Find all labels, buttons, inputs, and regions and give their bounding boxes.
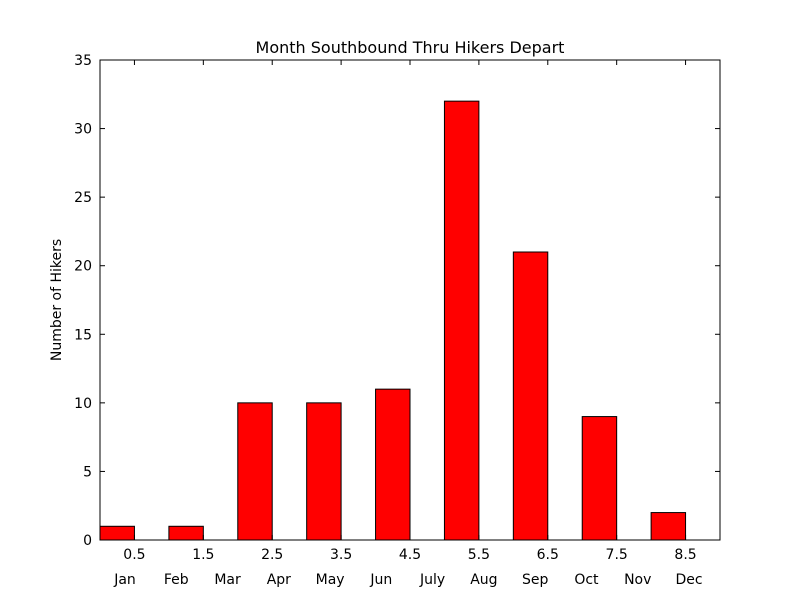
bar (168, 525, 204, 541)
month-label: Dec (675, 572, 702, 588)
y-ticks-group: 0 5 10 15 20 25 30 35 (74, 53, 720, 549)
x-tick-label: 7.5 (606, 547, 628, 563)
x-tick-label: 0.5 (123, 547, 145, 563)
x-tick-label: 8.5 (674, 547, 696, 563)
x-ticks-group: 0.5 1.5 2.5 3.5 4.5 5.5 6.5 7.5 8.5 (123, 60, 697, 563)
month-label: May (316, 572, 345, 588)
y-tick-label: 0 (83, 533, 92, 549)
month-label: July (419, 572, 445, 588)
month-label: Feb (164, 572, 189, 588)
bar (512, 251, 549, 541)
month-label: Mar (214, 572, 241, 588)
month-label: Oct (574, 572, 599, 588)
bar (306, 402, 342, 541)
bar (650, 512, 687, 541)
y-tick-label: 20 (74, 259, 92, 275)
y-tick-label: 10 (74, 396, 92, 412)
y-axis-label: Number of Hikers (49, 239, 65, 361)
month-label: Sep (522, 572, 549, 588)
x-tick-label: 5.5 (468, 547, 490, 563)
chart-title: Month Southbound Thru Hikers Depart (256, 38, 565, 57)
bar (581, 416, 618, 541)
x-tick-label: 1.5 (192, 547, 214, 563)
bar (443, 100, 480, 541)
x-tick-label: 2.5 (261, 547, 283, 563)
y-tick-label: 15 (74, 327, 92, 343)
bar (237, 402, 273, 541)
month-label: Jan (113, 572, 136, 588)
x-tick-label: 6.5 (537, 547, 559, 563)
y-tick-label: 25 (74, 190, 92, 206)
y-tick-label: 35 (74, 53, 92, 69)
bar (375, 388, 411, 541)
month-labels-group: Jan Feb Mar Apr May Jun July Aug Sep Oct Nov Dec (113, 572, 702, 588)
y-tick-label: 30 (74, 122, 92, 138)
month-label: Jun (369, 572, 392, 588)
month-label: Apr (267, 572, 291, 588)
month-label: Aug (470, 572, 497, 588)
plot-frame (99, 59, 721, 541)
y-tick-label: 5 (83, 464, 92, 480)
bars-group (99, 100, 687, 541)
month-label: Nov (624, 572, 651, 588)
bar (99, 525, 135, 541)
x-tick-label: 3.5 (330, 547, 352, 563)
x-tick-label: 4.5 (399, 547, 421, 563)
